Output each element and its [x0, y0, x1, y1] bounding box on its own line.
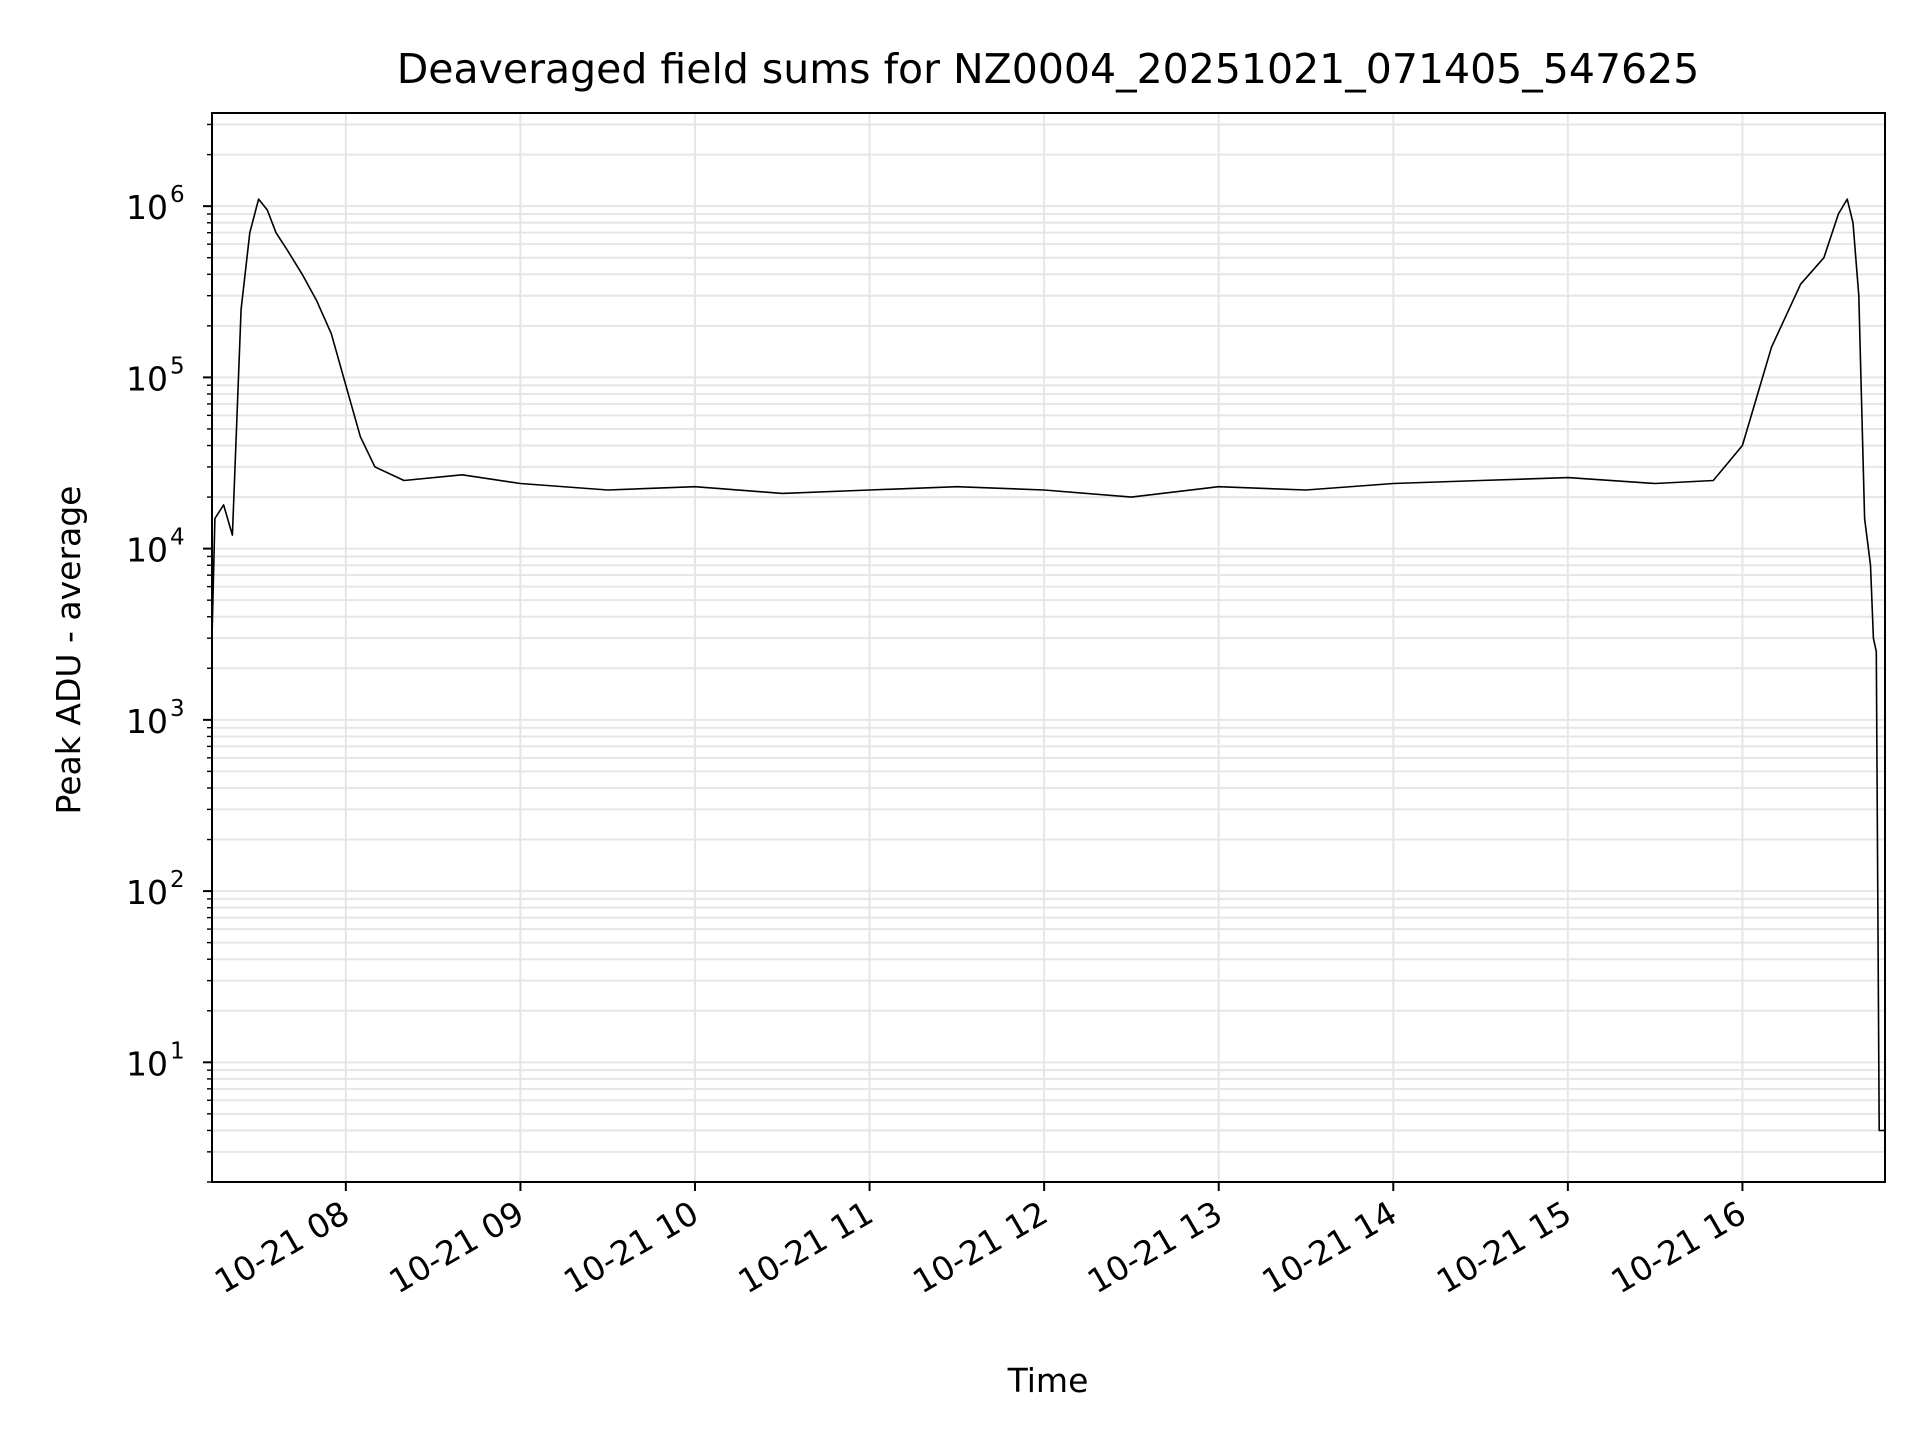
y-tick-label-exponent: 1 — [170, 1038, 185, 1064]
y-tick-label: 10 — [126, 188, 168, 227]
y-tick-label-exponent: 6 — [170, 182, 185, 208]
grid — [212, 113, 1885, 1183]
y-tick-label-exponent: 3 — [170, 696, 185, 722]
y-tick-label-exponent: 4 — [170, 525, 185, 551]
y-tick-label: 10 — [126, 359, 168, 398]
y-axis-label: Peak ADU - average — [49, 486, 88, 815]
y-tick-label: 10 — [126, 873, 168, 912]
y-tick-label: 10 — [126, 702, 168, 741]
y-tick-label: 10 — [126, 531, 168, 570]
y-tick-label: 10 — [126, 1044, 168, 1083]
y-tick-label-exponent: 5 — [170, 353, 185, 379]
chart-title: Deaveraged field sums for NZ0004_2025102… — [397, 45, 1700, 93]
y-tick-label-exponent: 2 — [170, 867, 185, 893]
series-line — [211, 198, 1885, 1132]
x-axis-label: Time — [1007, 1361, 1089, 1400]
series — [211, 198, 1885, 1132]
plot-frame — [211, 112, 1886, 1183]
